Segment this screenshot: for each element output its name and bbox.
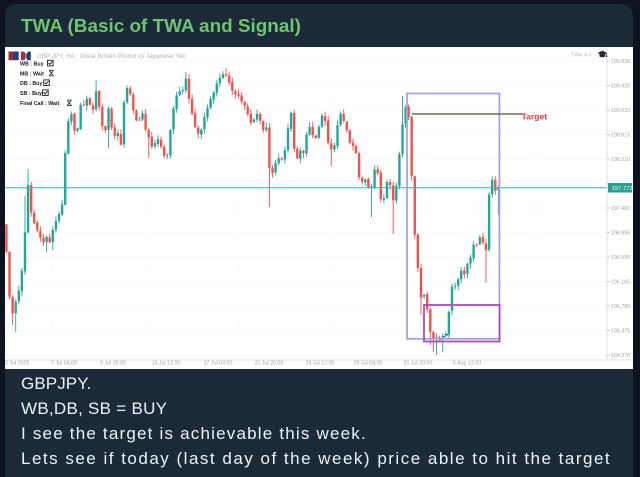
svg-text:GBP JPY, H4 : Great Britain Po: GBP JPY, H4 : Great Britain Pound vs Jap… bbox=[37, 54, 186, 60]
svg-text:Target: Target bbox=[522, 111, 548, 121]
svg-text:14 Jul 12:00: 14 Jul 12:00 bbox=[152, 361, 181, 367]
svg-text:199.425: 199.425 bbox=[611, 84, 630, 90]
svg-text:195.780: 195.780 bbox=[611, 304, 630, 310]
svg-text:197.400: 197.400 bbox=[611, 206, 630, 212]
svg-text:196.185: 196.185 bbox=[611, 280, 630, 286]
svg-text:TWA 4.0: TWA 4.0 bbox=[571, 53, 591, 59]
svg-text:198.210: 198.210 bbox=[611, 157, 630, 163]
svg-text:MB : Wait: MB : Wait bbox=[20, 71, 44, 77]
svg-text:199.830: 199.830 bbox=[611, 59, 630, 65]
svg-text:194.970: 194.970 bbox=[611, 353, 630, 359]
svg-text:196.590: 196.590 bbox=[611, 255, 630, 261]
svg-text:31 Jul 20:00: 31 Jul 20:00 bbox=[404, 361, 433, 367]
svg-text:9 Jul 20:00: 9 Jul 20:00 bbox=[100, 361, 126, 367]
svg-text:2 Jul 2025: 2 Jul 2025 bbox=[5, 361, 29, 367]
svg-text:197.772: 197.772 bbox=[612, 186, 633, 192]
svg-text:Final Call : Wait: Final Call : Wait bbox=[20, 101, 59, 107]
svg-text:DB : Buy: DB : Buy bbox=[20, 81, 42, 87]
svg-text:7 Jul 04:00: 7 Jul 04:00 bbox=[51, 361, 77, 367]
svg-text:198.615: 198.615 bbox=[611, 133, 630, 139]
svg-text:24 Jul 12:00: 24 Jul 12:00 bbox=[306, 361, 335, 367]
svg-text:199.020: 199.020 bbox=[611, 108, 630, 114]
svg-text:SB : Buy: SB : Buy bbox=[20, 91, 42, 97]
svg-text:21 Jul 20:00: 21 Jul 20:00 bbox=[255, 361, 284, 367]
svg-text:195.375: 195.375 bbox=[611, 329, 630, 335]
svg-text:17 Jul 04:00: 17 Jul 04:00 bbox=[204, 361, 233, 367]
svg-text:29 Jul 04:00: 29 Jul 04:00 bbox=[354, 361, 383, 367]
svg-text:5 Aug 12:00: 5 Aug 12:00 bbox=[453, 361, 481, 367]
svg-text:196.995: 196.995 bbox=[611, 231, 630, 237]
svg-text:WB : Buy: WB : Buy bbox=[20, 62, 44, 68]
